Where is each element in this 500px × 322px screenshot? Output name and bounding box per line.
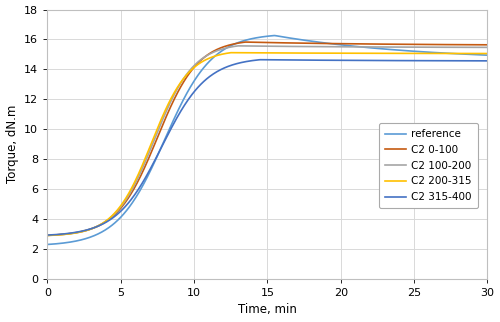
Line: C2 0-100: C2 0-100	[48, 42, 488, 235]
Legend: reference, C2 0-100, C2 100-200, C2 200-315, C2 315-400: reference, C2 0-100, C2 100-200, C2 200-…	[379, 123, 478, 208]
reference	[44, 242, 51, 246]
C2 100-200	[236, 44, 242, 48]
reference	[158, 147, 164, 151]
C2 0-100	[484, 43, 490, 47]
reference	[304, 39, 310, 43]
C2 100-200	[158, 123, 164, 127]
C2 315-400	[304, 58, 310, 62]
Y-axis label: Torque, dN.m: Torque, dN.m	[6, 105, 18, 184]
C2 0-100	[376, 42, 382, 46]
C2 200-315	[304, 51, 310, 55]
C2 200-315	[484, 52, 490, 55]
reference	[122, 210, 128, 214]
C2 315-400	[376, 59, 382, 62]
C2 315-400	[258, 58, 264, 62]
C2 200-315	[228, 51, 234, 55]
C2 0-100	[339, 42, 345, 46]
Line: C2 315-400: C2 315-400	[48, 60, 488, 235]
reference	[272, 33, 278, 37]
Line: C2 100-200: C2 100-200	[48, 46, 488, 235]
C2 0-100	[158, 128, 164, 132]
C2 200-315	[158, 119, 164, 123]
C2 100-200	[304, 45, 310, 49]
C2 200-315	[339, 51, 345, 55]
C2 0-100	[44, 233, 51, 237]
C2 315-400	[339, 58, 345, 62]
C2 100-200	[376, 45, 382, 49]
C2 200-315	[376, 52, 382, 55]
C2 315-400	[158, 147, 164, 151]
C2 100-200	[244, 44, 250, 48]
C2 0-100	[244, 40, 250, 44]
C2 200-315	[122, 197, 128, 201]
reference	[244, 38, 250, 42]
C2 0-100	[122, 201, 128, 204]
Line: C2 200-315: C2 200-315	[48, 53, 488, 235]
C2 315-400	[44, 233, 51, 237]
C2 200-315	[44, 233, 51, 237]
C2 0-100	[242, 40, 248, 44]
C2 315-400	[244, 60, 250, 63]
X-axis label: Time, min: Time, min	[238, 303, 297, 317]
C2 315-400	[484, 59, 490, 63]
C2 315-400	[122, 205, 128, 209]
reference	[376, 47, 382, 51]
C2 0-100	[304, 41, 310, 45]
Line: reference: reference	[48, 35, 488, 244]
C2 100-200	[44, 233, 51, 237]
C2 100-200	[339, 45, 345, 49]
C2 100-200	[484, 45, 490, 49]
reference	[484, 53, 490, 57]
C2 100-200	[122, 199, 128, 203]
C2 200-315	[244, 51, 250, 55]
reference	[339, 43, 345, 47]
